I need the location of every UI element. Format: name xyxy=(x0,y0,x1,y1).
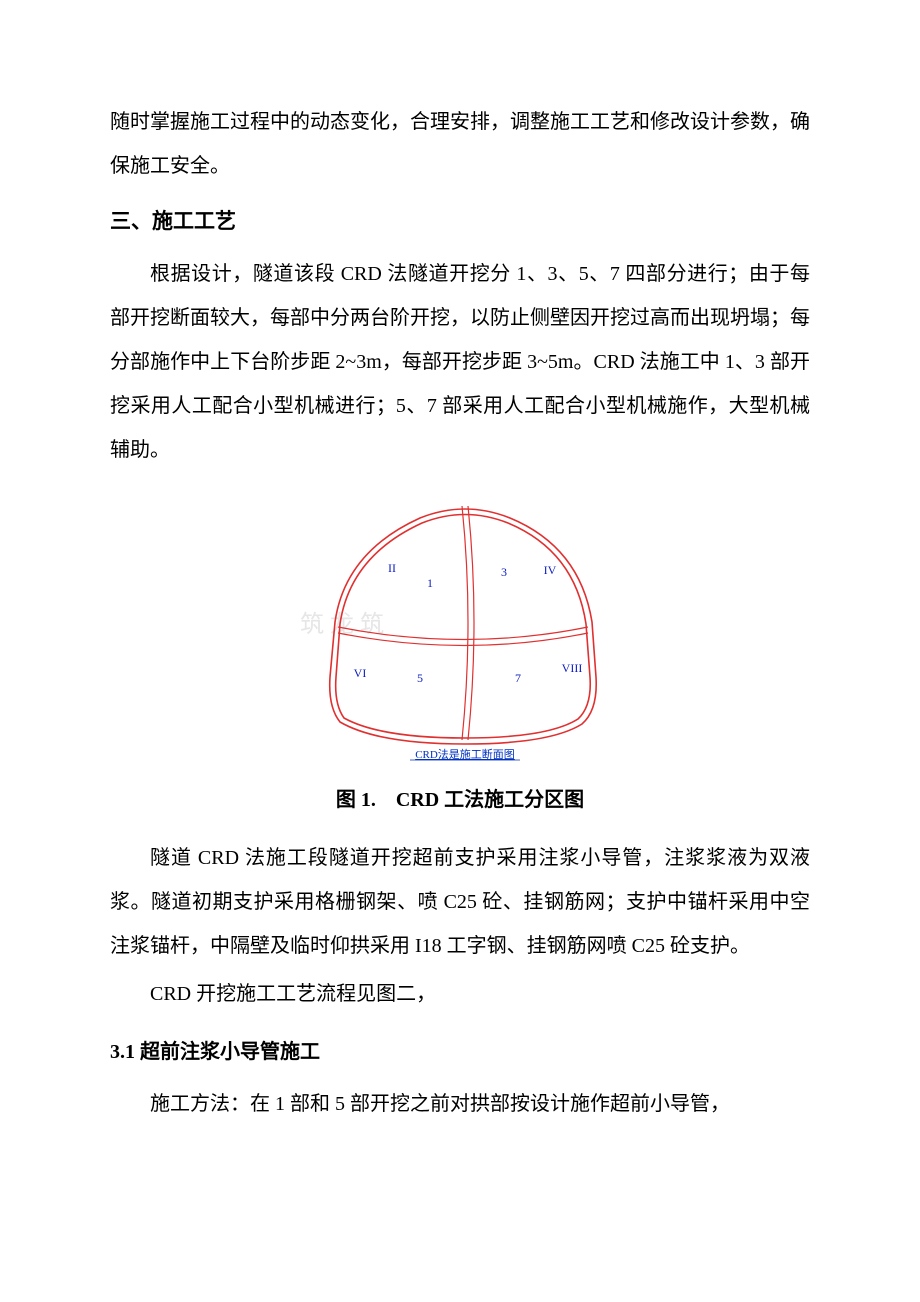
vert-wall-1 xyxy=(462,506,468,740)
label-5: 5 xyxy=(417,671,423,685)
label-II: II xyxy=(388,561,396,575)
label-VIII: VIII xyxy=(562,661,583,675)
label-3: 3 xyxy=(501,565,507,579)
label-IV: IV xyxy=(544,563,557,577)
paragraph-flow-ref: CRD 开挖施工工艺流程见图二， xyxy=(110,972,810,1016)
label-1: 1 xyxy=(427,576,433,590)
crd-diagram: 筑 龙 筑 II 1 3 IV VI 5 7 VIII CRD法是施工断面图 xyxy=(260,482,660,772)
diagram-caption: CRD法是施工断面图 xyxy=(415,747,515,761)
paragraph-design: 根据设计，隧道该段 CRD 法隧道开挖分 1、3、5、7 四部分进行；由于每部开… xyxy=(110,252,810,472)
label-VI: VI xyxy=(354,666,367,680)
paragraph-method: 施工方法：在 1 部和 5 部开挖之前对拱部按设计施作超前小导管， xyxy=(110,1082,810,1126)
figure-caption: 图 1. CRD 工法施工分区图 xyxy=(336,778,584,822)
heading-3-1: 3.1 超前注浆小导管施工 xyxy=(110,1030,810,1074)
paragraph-intro: 随时掌握施工过程中的动态变化，合理安排，调整施工工艺和修改设计参数，确保施工安全… xyxy=(110,100,810,188)
label-7: 7 xyxy=(515,671,521,685)
figure-crd-zones: 筑 龙 筑 II 1 3 IV VI 5 7 VIII CRD法是施工断面图 图… xyxy=(110,482,810,830)
vert-wall-2 xyxy=(468,506,474,740)
paragraph-support: 隧道 CRD 法施工段隧道开挖超前支护采用注浆小导管，注浆浆液为双液浆。隧道初期… xyxy=(110,836,810,968)
heading-section-3: 三、施工工艺 xyxy=(110,198,810,244)
